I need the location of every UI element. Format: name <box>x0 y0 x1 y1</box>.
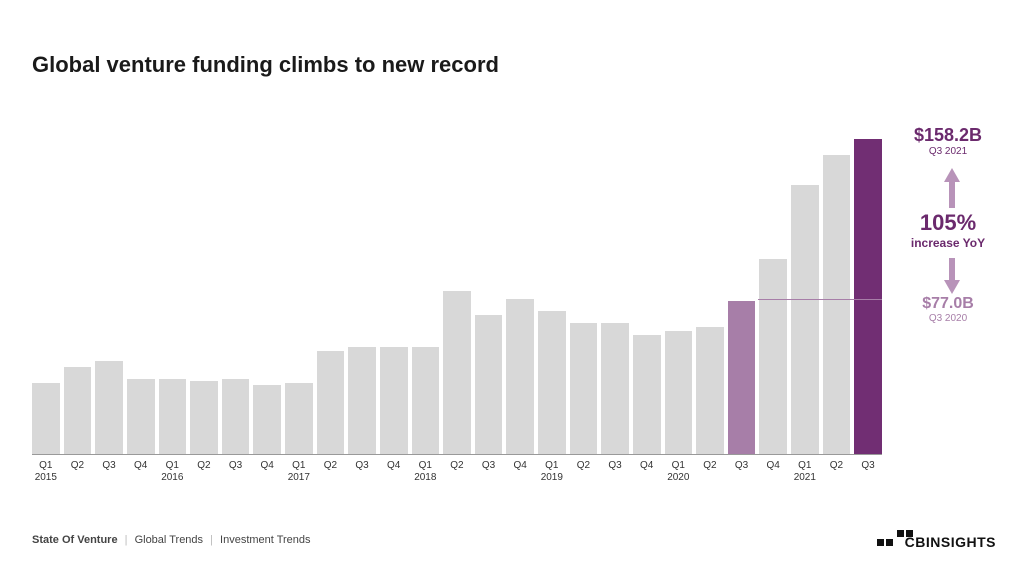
arrow-down-icon <box>944 258 960 294</box>
bar <box>570 323 598 455</box>
bar <box>443 291 471 455</box>
x-tick-label: Q3 <box>601 460 629 484</box>
x-tick-label: Q4 <box>253 460 281 484</box>
x-tick-label: Q2 <box>823 460 851 484</box>
brand-grid-icon <box>877 539 893 546</box>
bar-chart <box>32 135 882 455</box>
separator-icon: | <box>210 534 213 546</box>
x-tick-label: Q4 <box>633 460 661 484</box>
x-tick-label: Q2 <box>64 460 92 484</box>
bar <box>348 347 376 455</box>
x-tick-label: Q12015 <box>32 460 60 484</box>
bar <box>159 379 187 455</box>
bar <box>380 347 408 455</box>
callout-bottom: $77.0B Q3 2020 <box>888 295 1008 324</box>
footer-item: Global Trends <box>135 534 203 546</box>
x-tick-label: Q12021 <box>791 460 819 484</box>
bar <box>759 259 787 455</box>
x-tick-label: Q12018 <box>412 460 440 484</box>
callout-pct: 105% <box>888 210 1008 236</box>
bar <box>412 347 440 455</box>
x-tick-label: Q2 <box>443 460 471 484</box>
separator-icon: | <box>125 534 128 546</box>
bar <box>127 379 155 455</box>
bar <box>506 299 534 455</box>
x-tick-label: Q3 <box>854 460 882 484</box>
bar <box>665 331 693 455</box>
x-tick-label: Q4 <box>759 460 787 484</box>
bar <box>475 315 503 455</box>
callout-pct-label: increase YoY <box>888 236 1008 250</box>
x-tick-label: Q12017 <box>285 460 313 484</box>
bar <box>791 185 819 455</box>
x-tick-label: Q2 <box>696 460 724 484</box>
bar <box>633 335 661 455</box>
bar <box>728 301 756 455</box>
footer-item: State Of Venture <box>32 534 118 546</box>
footer-item: Investment Trends <box>220 534 311 546</box>
x-tick-label: Q12016 <box>159 460 187 484</box>
bar <box>253 385 281 455</box>
callout-top-sub: Q3 2021 <box>888 146 1008 157</box>
x-tick-label: Q4 <box>380 460 408 484</box>
callout-top-value: $158.2B <box>888 125 1008 146</box>
bar <box>823 155 851 455</box>
x-tick-label: Q3 <box>222 460 250 484</box>
x-tick-label: Q4 <box>506 460 534 484</box>
bar <box>601 323 629 455</box>
bar <box>222 379 250 455</box>
bar <box>190 381 218 455</box>
x-axis-line <box>32 454 882 455</box>
x-tick-label: Q3 <box>348 460 376 484</box>
x-tick-label: Q12020 <box>665 460 693 484</box>
brand-grid-icon <box>897 530 913 537</box>
chart-title: Global venture funding climbs to new rec… <box>32 52 499 78</box>
callout-top: $158.2B Q3 2021 <box>888 125 1008 157</box>
x-tick-label: Q3 <box>95 460 123 484</box>
brand-logo: CBINSIGHTS <box>877 534 996 550</box>
callout-bot-value: $77.0B <box>888 295 1008 313</box>
bar <box>64 367 92 455</box>
guideline-bottom <box>758 299 882 300</box>
callout-bot-sub: Q3 2020 <box>888 313 1008 324</box>
bar <box>285 383 313 455</box>
bar <box>538 311 566 455</box>
guideline-top <box>854 143 882 144</box>
bar <box>854 139 882 455</box>
x-tick-label: Q3 <box>475 460 503 484</box>
callout-mid: 105% increase YoY <box>888 210 1008 250</box>
x-tick-label: Q12019 <box>538 460 566 484</box>
x-tick-label: Q3 <box>728 460 756 484</box>
x-axis-labels: Q12015Q2Q3Q4Q12016Q2Q3Q4Q12017Q2Q3Q4Q120… <box>32 460 882 484</box>
bars-container <box>32 135 882 455</box>
x-tick-label: Q2 <box>190 460 218 484</box>
x-tick-label: Q2 <box>317 460 345 484</box>
bar <box>95 361 123 455</box>
arrow-up-icon <box>944 168 960 208</box>
x-tick-label: Q2 <box>570 460 598 484</box>
bar <box>317 351 345 455</box>
footer-breadcrumb: State Of Venture | Global Trends | Inves… <box>32 534 311 546</box>
brand-text: CBINSIGHTS <box>905 534 996 550</box>
bar <box>32 383 60 455</box>
x-tick-label: Q4 <box>127 460 155 484</box>
bar <box>696 327 724 455</box>
